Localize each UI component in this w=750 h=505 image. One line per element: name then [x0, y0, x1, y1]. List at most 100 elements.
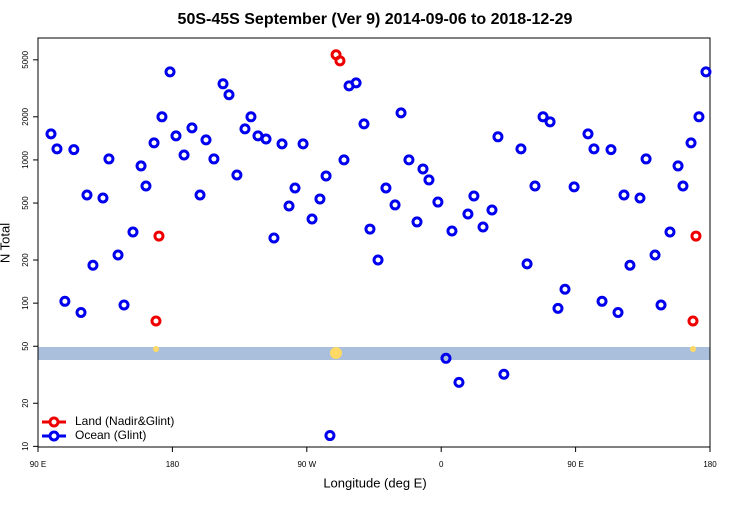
point	[672, 160, 684, 172]
point	[468, 190, 480, 202]
point	[664, 226, 676, 238]
y-tick-label: 20	[21, 398, 30, 407]
point	[640, 153, 652, 165]
point	[685, 137, 697, 149]
point	[380, 182, 392, 194]
point	[446, 225, 458, 237]
point	[170, 130, 182, 142]
point	[372, 254, 384, 266]
point	[358, 118, 370, 130]
y-tick-label: 2000	[21, 107, 30, 125]
point	[148, 137, 160, 149]
point	[544, 116, 556, 128]
y-axis-label: N Total	[0, 223, 12, 263]
point	[112, 249, 124, 261]
point	[135, 160, 147, 172]
point	[150, 315, 162, 327]
x-tick-label: 90 W	[297, 460, 316, 469]
y-tick-label: 50	[21, 341, 30, 350]
point	[87, 259, 99, 271]
point	[624, 259, 636, 271]
x-tick-label: 90 E	[30, 460, 46, 469]
point	[453, 376, 465, 388]
y-tick-label: 500	[21, 196, 30, 210]
point	[338, 154, 350, 166]
point	[552, 302, 564, 314]
point	[103, 153, 115, 165]
point	[51, 143, 63, 155]
band-mark	[690, 346, 696, 352]
point	[164, 66, 176, 78]
x-tick-label: 180	[166, 460, 180, 469]
point	[612, 307, 624, 319]
point	[559, 283, 571, 295]
point	[245, 111, 257, 123]
chart-title: 50S-45S September (Ver 9) 2014-09-06 to …	[178, 11, 573, 28]
point	[411, 216, 423, 228]
point	[486, 204, 498, 216]
point	[588, 143, 600, 155]
point	[389, 199, 401, 211]
legend-marker	[48, 416, 60, 428]
legend-label: Land (Nadir&Glint)	[75, 414, 174, 428]
point	[492, 131, 504, 143]
point	[223, 89, 235, 101]
point	[97, 192, 109, 204]
point	[582, 128, 594, 140]
point	[634, 192, 646, 204]
point	[268, 232, 280, 244]
point	[283, 200, 295, 212]
point	[260, 133, 272, 145]
point	[529, 180, 541, 192]
point	[127, 226, 139, 238]
y-tick-label: 200	[21, 253, 30, 267]
point	[75, 307, 87, 319]
point	[276, 138, 288, 150]
point	[395, 107, 407, 119]
point	[306, 213, 318, 225]
point	[687, 315, 699, 327]
point	[432, 196, 444, 208]
y-tick-label: 100	[21, 296, 30, 310]
point	[655, 299, 667, 311]
point	[68, 144, 80, 156]
point	[239, 123, 251, 135]
point	[521, 258, 533, 270]
point	[297, 138, 309, 150]
legend-marker	[48, 430, 60, 442]
point	[350, 77, 362, 89]
y-tick-label: 10	[21, 441, 30, 450]
point	[208, 153, 220, 165]
point	[334, 55, 346, 67]
point	[537, 111, 549, 123]
point	[194, 189, 206, 201]
band-mark	[330, 347, 342, 359]
point	[690, 230, 702, 242]
point	[156, 111, 168, 123]
point	[618, 189, 630, 201]
point	[462, 208, 474, 220]
point	[649, 249, 661, 261]
point	[217, 78, 229, 90]
point	[118, 299, 130, 311]
point	[45, 128, 57, 140]
point	[231, 169, 243, 181]
point	[440, 352, 452, 364]
plot-frame	[37, 37, 711, 448]
point	[153, 230, 165, 242]
point	[364, 223, 376, 235]
point	[423, 174, 435, 186]
point	[314, 193, 326, 205]
point	[324, 430, 336, 442]
point	[417, 163, 429, 175]
band-mark	[153, 346, 159, 352]
point	[289, 182, 301, 194]
point	[59, 295, 71, 307]
point	[677, 180, 689, 192]
point	[477, 221, 489, 233]
point	[498, 368, 510, 380]
point	[186, 122, 198, 134]
band	[38, 347, 710, 360]
point	[140, 180, 152, 192]
